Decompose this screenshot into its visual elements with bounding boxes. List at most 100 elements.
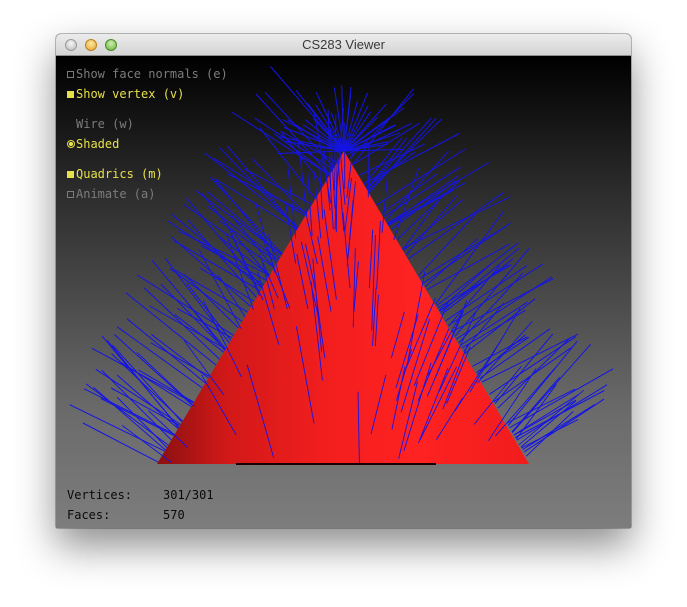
vertex-normal-line [506,388,576,424]
vertex-normal-line [391,366,406,430]
vertex-normal-line [200,245,267,281]
vertex-normal-line [330,112,345,152]
vertex-normal-line [227,226,264,301]
vertex-normal-line [459,301,528,346]
vertex-normal-line [343,105,369,152]
minimize-window-button[interactable] [85,39,97,51]
vertex-normal-line [418,213,477,277]
cone-mesh [157,151,529,464]
animate-toggle[interactable]: Animate (a) [67,186,155,202]
vertex-normal-line [342,212,351,288]
vertex-normal-line [376,220,381,289]
zoom-window-button[interactable] [105,39,117,51]
vertex-normal-line [304,209,318,265]
vertex-normal-line [402,200,439,250]
vertex-normal-line [346,181,356,265]
vertex-normal-line [469,308,521,393]
animate-checkbox[interactable] [67,190,74,198]
vertex-normal-line [169,267,243,322]
vertex-normal-line [100,398,175,436]
shaded-radio[interactable] [67,140,75,148]
vertex-normal-line [307,103,345,152]
vertex-normal-line [358,143,425,176]
vertex-normal-line [282,119,345,152]
vertex-normal-line [287,167,297,239]
vertex-normal-line [427,309,464,376]
quadrics-toggle[interactable]: Quadrics (m) [67,166,163,182]
vertex-normal-line [388,189,454,226]
vertex-normal-line [280,130,338,164]
wire-radio-option[interactable]: Wire (w) [67,116,134,132]
vertex-normal-line [343,117,390,152]
vertex-normal-line [436,242,519,307]
render-viewport[interactable]: Show face normals (e) Show vertex (v) Wi… [56,56,631,528]
vertex-normals-toggle[interactable]: Show vertex (v) [67,86,184,102]
vertex-normal-line [419,226,506,279]
vertex-normal-line [477,334,526,375]
vertex-normal-line [418,367,449,444]
vertex-normal-line [149,305,226,350]
vertex-normal-line [116,374,179,429]
animate-label: Animate (a) [76,187,156,201]
vertex-normal-line [83,388,175,435]
vertex-normal-line [257,271,280,345]
vertex-normals-checkbox[interactable] [67,90,74,98]
vertex-normal-line [408,192,504,260]
vertex-normal-line [323,209,337,300]
close-window-button[interactable] [65,39,77,51]
vertex-normal-line [318,162,324,220]
face-normals-toggle[interactable]: Show face normals (e) [67,66,228,82]
quadrics-checkbox[interactable] [67,170,74,178]
vertex-normal-line [138,369,195,403]
vertex-normal-line [218,146,298,230]
vertex-normal-line [495,367,556,437]
vertex-normal-line [511,376,561,433]
vertex-normal-line [284,140,345,152]
vertex-normal-line [413,299,450,386]
vertex-normal-line [213,157,306,217]
vertex-normal-line [187,219,257,298]
vertex-normal-line [489,336,577,395]
vertex-normal-line [518,389,584,446]
vertex-normal-line [507,340,578,427]
vertex-normal-line [254,117,334,170]
vertex-normal-line [400,318,430,413]
cone-scene [69,66,614,465]
face-normals-checkbox[interactable] [67,70,74,78]
vertex-normal-line [366,117,432,190]
vertex-normal-line [523,398,605,453]
vertex-normal-line [479,328,551,379]
vertex-normal-line [481,333,579,383]
vertex-normal-line [218,236,271,276]
vertex-normal-line [513,399,577,436]
vertex-normal-line [121,425,173,463]
vertex-normal-line [419,366,457,441]
shaded-radio-option[interactable]: Shaded [67,136,119,152]
vertex-normal-line [312,258,323,352]
vertex-normal-line [183,340,225,396]
vertex-normal-line [273,133,330,176]
vertex-normal-line [422,222,511,284]
vertex-normal-line [435,211,504,305]
vertices-label: Vertices: [67,488,133,502]
vertex-normal-line [174,314,225,353]
vertex-normal-line [439,264,509,312]
vertex-normal-line [497,337,571,409]
vertex-normal-line [82,422,159,463]
vertex-normal-line [315,104,345,152]
vertex-normal-line [313,171,322,239]
vertex-normal-line [150,342,210,377]
vertex-normal-line [204,152,299,228]
vertex-normal-line [307,172,313,236]
vertex-normal-line [317,236,332,312]
front-vertex-normals [121,107,584,463]
vertex-normal-line [395,349,412,401]
vertex-normal-line [329,128,336,209]
vertex-normal-line [509,368,614,429]
vertex-normal-line [343,101,358,152]
vertex-normal-line [230,233,261,296]
viewer-window: CS283 Viewer Show face normals (e) [56,34,631,528]
vertex-normal-line [426,243,510,291]
vertex-normal-line [334,114,337,191]
title-bar[interactable]: CS283 Viewer [56,34,631,56]
